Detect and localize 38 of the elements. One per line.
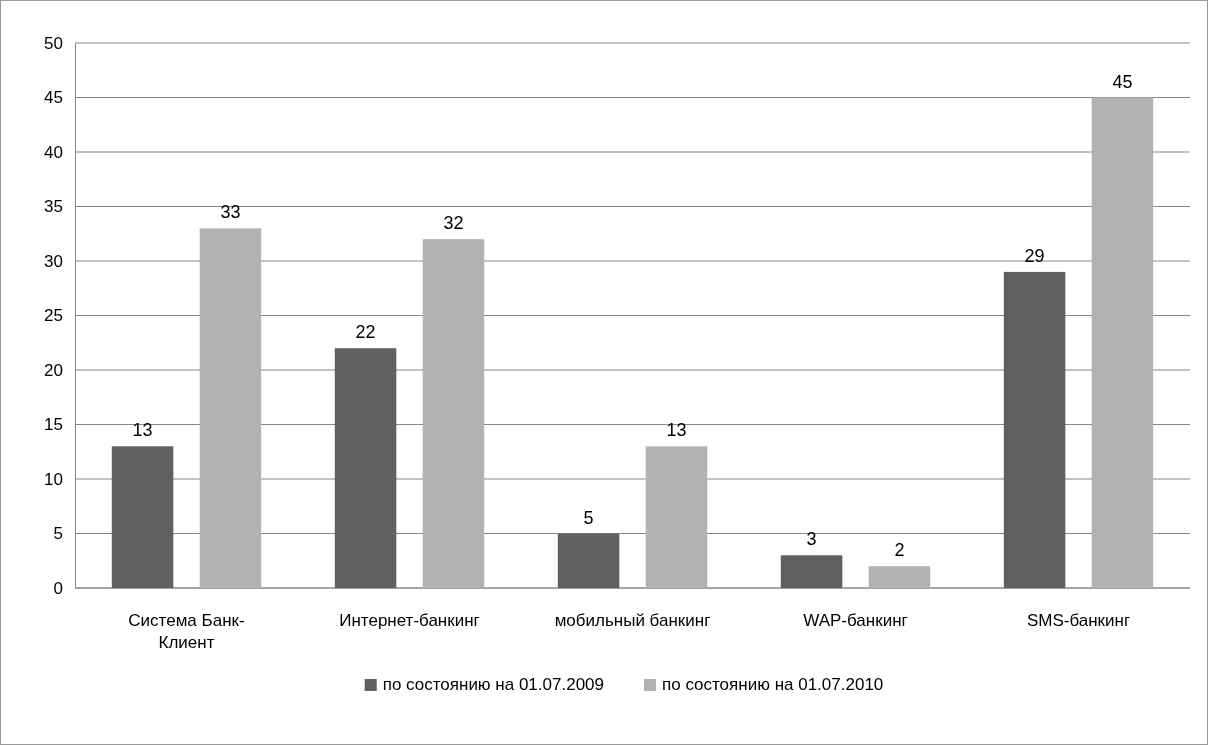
- x-tick-label: мобильный банкинг: [554, 611, 711, 630]
- y-tick-label: 45: [44, 88, 63, 108]
- y-tick-label: 5: [53, 524, 63, 544]
- data-label: 45: [1112, 71, 1133, 92]
- bar: [557, 533, 620, 588]
- y-tick-label: 20: [44, 360, 63, 380]
- bar: [1091, 97, 1154, 588]
- legend-label: по состоянию на 01.07.2009: [382, 675, 604, 694]
- data-label: 5: [583, 507, 594, 528]
- x-tick-label: WAP-банкинг: [803, 611, 908, 630]
- bar: [334, 348, 397, 588]
- y-tick-label: 10: [44, 469, 63, 489]
- x-tick-label: SMS-банкинг: [1026, 611, 1131, 630]
- bar: [780, 555, 843, 588]
- y-tick-label: 15: [44, 415, 63, 435]
- y-tick-label: 35: [44, 197, 63, 217]
- data-label: 3: [806, 529, 817, 550]
- y-tick-label: 0: [53, 578, 63, 598]
- y-tick-label: 50: [44, 33, 63, 53]
- data-label: 29: [1024, 245, 1045, 266]
- bar: [111, 446, 174, 588]
- x-tick-label: Система Банк-Клиент: [128, 611, 245, 652]
- bar: [868, 566, 931, 588]
- y-tick-label: 30: [44, 251, 63, 271]
- data-label: 13: [132, 420, 153, 441]
- bar: [199, 228, 262, 588]
- data-label: 2: [894, 540, 905, 561]
- y-tick-label: 25: [44, 306, 63, 326]
- data-label: 32: [443, 213, 464, 234]
- data-label: 22: [355, 322, 376, 343]
- bar: [645, 446, 708, 588]
- data-label: 13: [666, 420, 687, 441]
- bar: [1003, 271, 1066, 588]
- x-tick-label: Интернет-банкинг: [339, 611, 480, 630]
- y-tick-label: 40: [44, 142, 63, 162]
- bar: [422, 239, 485, 588]
- legend-label: по состоянию на 01.07.2010: [662, 675, 884, 694]
- data-label: 33: [220, 202, 241, 223]
